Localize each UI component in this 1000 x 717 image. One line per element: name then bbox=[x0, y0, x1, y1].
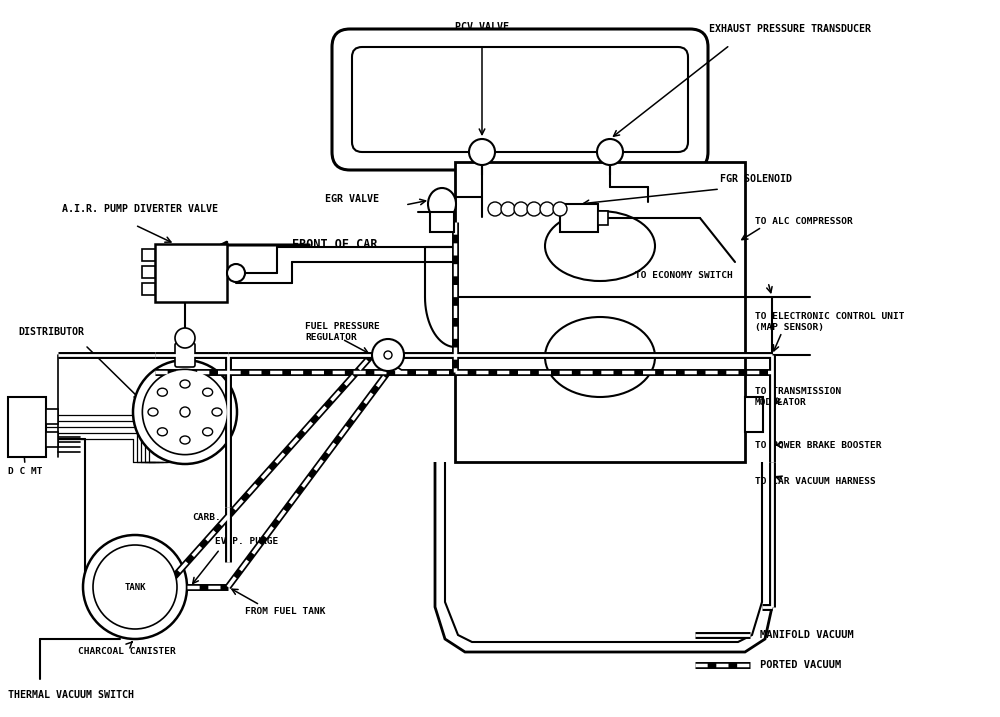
Text: EGR VALVE: EGR VALVE bbox=[325, 194, 379, 204]
Ellipse shape bbox=[545, 211, 655, 281]
Circle shape bbox=[93, 545, 177, 629]
Bar bbox=[142, 283, 155, 295]
Text: TO TRANSMISSION
MODULATOR: TO TRANSMISSION MODULATOR bbox=[755, 387, 841, 407]
Ellipse shape bbox=[428, 188, 456, 220]
Text: FUEL PRESSURE
REGULATOR: FUEL PRESSURE REGULATOR bbox=[305, 322, 380, 342]
Bar bbox=[46, 409, 58, 424]
Circle shape bbox=[553, 202, 567, 216]
Bar bbox=[598, 211, 608, 225]
Circle shape bbox=[469, 139, 495, 165]
Text: DISTRIBUTOR: DISTRIBUTOR bbox=[18, 327, 84, 337]
Circle shape bbox=[175, 328, 195, 348]
Ellipse shape bbox=[157, 428, 167, 436]
Bar bbox=[142, 249, 155, 261]
Text: A.I.R. PUMP DIVERTER VALVE: A.I.R. PUMP DIVERTER VALVE bbox=[62, 204, 218, 214]
Text: TANK: TANK bbox=[124, 582, 146, 592]
Ellipse shape bbox=[203, 388, 213, 397]
Ellipse shape bbox=[212, 408, 222, 416]
Ellipse shape bbox=[545, 317, 655, 397]
Text: TO POWER BRAKE BOOSTER: TO POWER BRAKE BOOSTER bbox=[755, 440, 882, 450]
Bar bbox=[46, 432, 58, 447]
FancyBboxPatch shape bbox=[175, 343, 195, 367]
Text: FRONT OF CAR: FRONT OF CAR bbox=[292, 239, 378, 252]
Circle shape bbox=[501, 202, 515, 216]
Text: FROM FUEL TANK: FROM FUEL TANK bbox=[245, 607, 326, 617]
Bar bbox=[8, 397, 46, 457]
Text: MANIFOLD VACUUM: MANIFOLD VACUUM bbox=[760, 630, 854, 640]
Ellipse shape bbox=[180, 380, 190, 388]
Circle shape bbox=[540, 202, 554, 216]
Circle shape bbox=[384, 351, 392, 359]
Bar bbox=[560, 204, 598, 232]
Bar bbox=[745, 397, 763, 432]
Circle shape bbox=[514, 202, 528, 216]
Bar bbox=[430, 212, 454, 232]
Text: EXHAUST PRESSURE TRANSDUCER: EXHAUST PRESSURE TRANSDUCER bbox=[709, 24, 871, 34]
Text: TO ECONOMY SWITCH: TO ECONOMY SWITCH bbox=[635, 270, 733, 280]
Circle shape bbox=[597, 139, 623, 165]
Circle shape bbox=[142, 369, 228, 455]
Circle shape bbox=[133, 360, 237, 464]
FancyBboxPatch shape bbox=[332, 29, 708, 170]
Text: TO ELECTRONIC CONTROL UNIT
(MAP SENSOR): TO ELECTRONIC CONTROL UNIT (MAP SENSOR) bbox=[755, 312, 904, 332]
Circle shape bbox=[83, 535, 187, 639]
Text: D C MT: D C MT bbox=[8, 467, 42, 477]
Ellipse shape bbox=[157, 388, 167, 397]
Text: THERMAL VACUUM SWITCH: THERMAL VACUUM SWITCH bbox=[8, 690, 134, 700]
Text: TO CAR VACUUM HARNESS: TO CAR VACUUM HARNESS bbox=[755, 478, 876, 487]
Text: TO ALC COMPRESSOR: TO ALC COMPRESSOR bbox=[755, 217, 853, 227]
Bar bbox=[155, 244, 227, 302]
FancyBboxPatch shape bbox=[352, 47, 688, 152]
Circle shape bbox=[227, 264, 245, 282]
Text: CARB.: CARB. bbox=[192, 513, 221, 521]
Text: PCV VALVE: PCV VALVE bbox=[455, 22, 509, 32]
Text: CHARCOAL CANISTER: CHARCOAL CANISTER bbox=[78, 647, 176, 657]
Circle shape bbox=[527, 202, 541, 216]
Text: FGR SOLENOID: FGR SOLENOID bbox=[720, 174, 792, 184]
Text: PORTED VACUUM: PORTED VACUUM bbox=[760, 660, 841, 670]
Text: EVAP. PURGE: EVAP. PURGE bbox=[215, 538, 278, 546]
Ellipse shape bbox=[148, 408, 158, 416]
Bar bbox=[455, 162, 745, 462]
Circle shape bbox=[372, 339, 404, 371]
Ellipse shape bbox=[180, 436, 190, 444]
Bar bbox=[142, 266, 155, 278]
Ellipse shape bbox=[203, 428, 213, 436]
Circle shape bbox=[180, 407, 190, 417]
Circle shape bbox=[488, 202, 502, 216]
